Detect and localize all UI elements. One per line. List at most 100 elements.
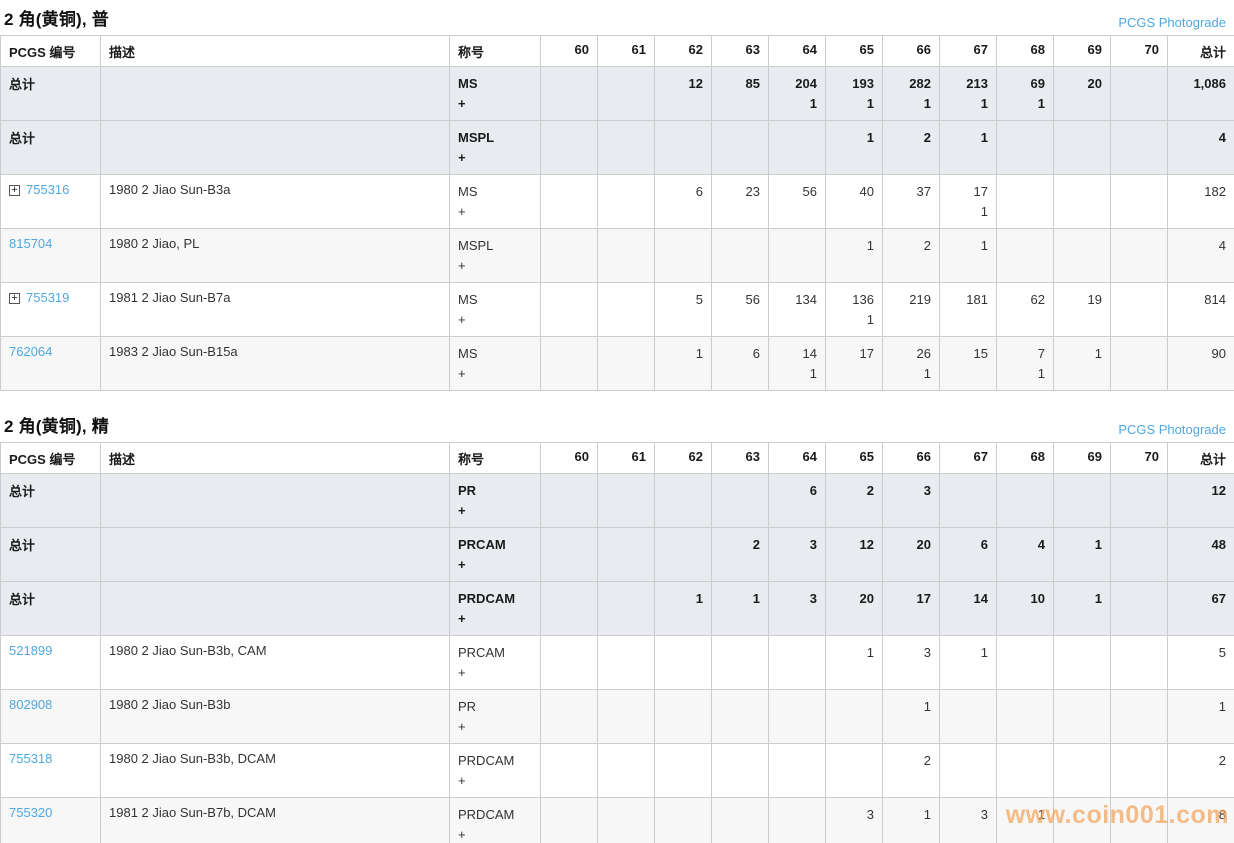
grade-62-cell <box>654 527 712 582</box>
grade-70-cell <box>1110 174 1168 229</box>
total-count-cell: 814 <box>1167 282 1234 337</box>
grade-69-cell <box>1053 689 1111 744</box>
grade-67-cell <box>939 689 997 744</box>
grade-70-cell <box>1110 120 1168 175</box>
column-header: 60 <box>540 35 598 67</box>
pcgs-number-link[interactable]: 762064 <box>9 344 53 359</box>
column-header: 60 <box>540 442 598 474</box>
grade-65-cell: 20 <box>825 581 883 636</box>
description-cell <box>100 527 450 582</box>
pcgs-number-cell: 815704 <box>0 228 101 283</box>
grade-61-cell <box>597 797 655 843</box>
grade-63-cell <box>711 743 769 798</box>
grade-62-cell <box>654 743 712 798</box>
designation-cell: PRDCAM + <box>449 797 541 843</box>
table-row: 755320 1981 2 Jiao Sun-B7b, DCAM PRDCAM + 3… <box>0 797 1234 843</box>
designation-cell: MS + <box>449 66 541 121</box>
photograde-link[interactable]: PCGS Photograde <box>1118 15 1226 30</box>
column-header: 称号 <box>449 442 541 474</box>
grade-66-cell: 3 <box>882 473 940 528</box>
grade-67-cell: 1 <box>939 635 997 690</box>
grade-66-cell: 1 <box>882 797 940 843</box>
grade-69-cell: 1 <box>1053 527 1111 582</box>
grade-68-cell <box>996 174 1054 229</box>
total-count-cell: 4 <box>1167 120 1234 175</box>
grade-64-cell: 134 <box>768 282 826 337</box>
pcgs-number-cell: 总计 <box>0 527 101 582</box>
grade-61-cell <box>597 228 655 283</box>
pcgs-number-link[interactable]: 755320 <box>9 805 53 820</box>
column-header: 61 <box>597 35 655 67</box>
total-row: 总计 PRCAM + 2 3 12 20 6 4 1 48 <box>0 527 1234 582</box>
total-count-cell: 182 <box>1167 174 1234 229</box>
grade-69-cell: 20 <box>1053 66 1111 121</box>
grade-64-cell: 6 <box>768 473 826 528</box>
column-header: 总计 <box>1167 442 1234 474</box>
pcgs-number-link[interactable]: 755316 <box>26 182 70 197</box>
grade-60-cell <box>540 174 598 229</box>
grade-69-cell <box>1053 473 1111 528</box>
grade-65-cell: 1 <box>825 635 883 690</box>
grade-63-cell <box>711 689 769 744</box>
pcgs-number-link[interactable]: 815704 <box>9 236 53 251</box>
grade-62-cell: 5 <box>654 282 712 337</box>
grade-61-cell <box>597 473 655 528</box>
table-row: +755319 1981 2 Jiao Sun-B7a MS + 5 56 134 1… <box>0 282 1234 337</box>
grade-66-cell: 26 1 <box>882 336 940 391</box>
grade-68-cell: 1 <box>996 797 1054 843</box>
grade-67-cell: 17 1 <box>939 174 997 229</box>
description-cell <box>100 66 450 121</box>
grade-60-cell <box>540 473 598 528</box>
grade-61-cell <box>597 120 655 175</box>
grade-60-cell <box>540 120 598 175</box>
grade-63-cell: 6 <box>711 336 769 391</box>
description-cell: 1980 2 Jiao Sun-B3b <box>100 689 450 744</box>
pcgs-number-cell: 总计 <box>0 120 101 175</box>
pcgs-number-link[interactable]: 755318 <box>9 751 53 766</box>
grade-65-cell: 1 <box>825 120 883 175</box>
photograde-link[interactable]: PCGS Photograde <box>1118 422 1226 437</box>
grade-62-cell <box>654 635 712 690</box>
designation-cell: MS + <box>449 336 541 391</box>
total-row: 总计 MSPL + 1 2 1 4 <box>0 120 1234 175</box>
pcgs-number-link[interactable]: 802908 <box>9 697 53 712</box>
grade-66-cell: 20 <box>882 527 940 582</box>
designation-cell: PRCAM + <box>449 635 541 690</box>
grade-64-cell: 3 <box>768 527 826 582</box>
grade-68-cell <box>996 473 1054 528</box>
grade-65-cell: 1 <box>825 228 883 283</box>
grade-70-cell <box>1110 66 1168 121</box>
grade-63-cell <box>711 635 769 690</box>
table-row: 815704 1980 2 Jiao, PL MSPL + 1 2 1 4 <box>0 228 1234 283</box>
grade-67-cell <box>939 473 997 528</box>
column-header: 67 <box>939 35 997 67</box>
grade-68-cell: 62 <box>996 282 1054 337</box>
description-cell: 1981 2 Jiao Sun-B7b, DCAM <box>100 797 450 843</box>
grade-69-cell <box>1053 228 1111 283</box>
grade-60-cell <box>540 336 598 391</box>
designation-cell: MSPL + <box>449 120 541 175</box>
column-header: 68 <box>996 35 1054 67</box>
grade-67-cell: 3 <box>939 797 997 843</box>
designation-cell: PRCAM + <box>449 527 541 582</box>
section-header: 2 角(黄铜), 精 PCGS Photograde <box>0 391 1234 442</box>
pcgs-number-link[interactable]: 521899 <box>9 643 53 658</box>
grade-64-cell: 3 <box>768 581 826 636</box>
expand-icon[interactable]: + <box>9 293 20 304</box>
column-header: PCGS 编号 <box>0 442 101 474</box>
pcgs-number-cell: 755320 <box>0 797 101 843</box>
total-row: 总计 PRDCAM + 1 1 3 20 17 14 10 1 67 <box>0 581 1234 636</box>
grade-69-cell <box>1053 797 1111 843</box>
grade-63-cell: 23 <box>711 174 769 229</box>
designation-cell: PR + <box>449 473 541 528</box>
expand-icon[interactable]: + <box>9 185 20 196</box>
column-header: PCGS 编号 <box>0 35 101 67</box>
total-count-cell: 5 <box>1167 635 1234 690</box>
grade-68-cell <box>996 635 1054 690</box>
table-row: 762064 1983 2 Jiao Sun-B15a MS + 1 6 14 1 17 … <box>0 336 1234 391</box>
population-table: PCGS 编号 描述 称号 60 61 62 63 64 65 66 67 68 69 70 总计 总计 MS +… <box>0 35 1234 391</box>
grade-60-cell <box>540 527 598 582</box>
pcgs-number-link[interactable]: 755319 <box>26 290 70 305</box>
grade-65-cell: 2 <box>825 473 883 528</box>
grade-68-cell: 10 <box>996 581 1054 636</box>
